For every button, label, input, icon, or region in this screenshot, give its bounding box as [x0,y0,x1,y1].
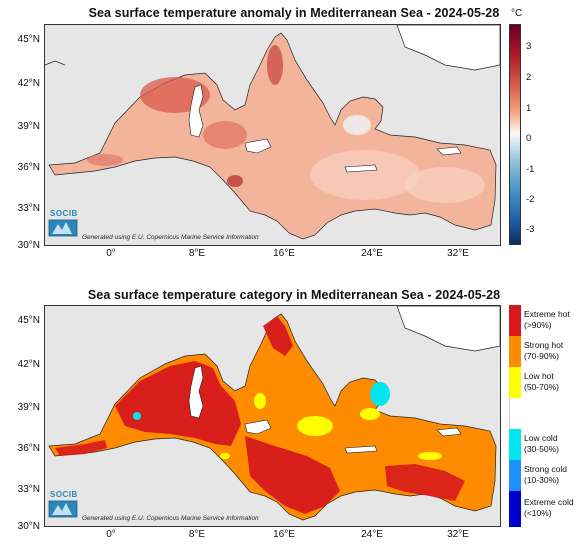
extreme-hot-region [115,361,241,446]
y-tick-label: 36°N [17,162,40,173]
y-tick-label: 39°N [17,121,40,132]
low-cold-patch [133,412,141,420]
x-tick-label: 8°E [188,529,206,540]
legend-label: Low cold (30-50%) [524,433,559,454]
north-land [396,306,500,352]
sicily-island [244,138,272,154]
category-map [44,305,501,527]
anomaly-panel: Sea surface temperature anomaly in Medit… [0,0,588,262]
x-tick-label: 24°E [361,529,383,540]
legend-swatch [509,336,521,367]
y-tick-label: 42°N [17,359,40,370]
hot-anomaly-patch [267,45,283,85]
neutral-anomaly-patch [343,115,371,135]
y-tick-label: 36°N [17,443,40,454]
socib-logo-icon [48,500,78,518]
legend-item-extreme-hot: Extreme hot (>90%) [509,305,588,336]
colorbar-tick: 3 [526,41,532,52]
colorbar-tick: 0 [526,133,532,144]
colorbar-tick: 1 [526,103,532,114]
x-tick-label: 16°E [273,529,295,540]
colorbar-tick: -1 [526,164,535,175]
crete-island [344,445,378,454]
y-tick-label: 45°N [17,34,40,45]
crete-island [344,164,378,173]
legend-item-low-hot: Low hot (50-70%) [509,367,588,398]
category-legend: Extreme hot (>90%) Strong hot (70-90%) Low… [509,305,587,527]
legend-swatch [509,429,521,460]
north-land [396,25,500,71]
legend-label: Strong cold (10-30%) [524,464,567,485]
legend-item-low-cold: Low cold (30-50%) [509,429,588,460]
socib-logo-icon [48,219,78,237]
black-sea-coast [45,60,66,66]
x-tick-label: 16°E [273,248,295,259]
legend-label: Low hot (50-70%) [524,371,559,392]
legend-swatch [509,305,521,336]
colorbar-tick: 2 [526,72,532,83]
y-tick-label: 33°N [17,203,40,214]
x-tick-label: 0° [106,248,116,259]
y-tick-label: 30°N [17,521,40,532]
legend-item-extreme-cold: Extreme cold (<10%) [509,491,588,527]
category-panel: Sea surface temperature category in Medi… [0,272,588,545]
legend-item-neutral [509,398,588,429]
y-tick-label: 42°N [17,78,40,89]
legend-label: Extreme cold (<10%) [524,497,574,518]
mediterranean-sea [48,313,497,521]
y-tick-label: 33°N [17,484,40,495]
anomaly-map-title: Sea surface temperature anomaly in Medit… [88,6,500,20]
low-hot-patch [297,416,333,436]
x-tick-label: 8°E [188,248,206,259]
legend-item-strong-cold: Strong cold (10-30%) [509,460,588,491]
legend-label: Strong hot (70-90%) [524,340,564,361]
y-tick-label: 45°N [17,315,40,326]
colorbar-unit: °C [511,8,523,19]
category-map-title: Sea surface temperature category in Medi… [87,288,501,302]
extreme-hot-region [245,436,340,514]
extreme-hot-region [55,440,107,456]
legend-label: Extreme hot (>90%) [524,309,570,330]
low-hot-patch [220,453,230,459]
low-hot-patch [254,393,266,409]
category-map-canvas [45,306,500,526]
socib-logo-text: SOCIB [50,209,78,218]
hot-anomaly-patch [203,121,247,149]
colorbar-tick: -3 [526,224,535,235]
x-tick-label: 0° [106,529,116,540]
socib-logo: SOCIB [48,209,80,243]
anomaly-colorbar [509,24,521,245]
legend-swatch [509,491,521,527]
legend-swatch [509,460,521,491]
low-hot-patch [360,408,380,420]
warm-anomaly-patch [405,167,485,203]
hot-anomaly-patch [87,154,123,166]
copernicus-credit: Generated using E.U. Copernicus Marine S… [82,515,259,522]
low-cold-patch [370,382,390,406]
extreme-hot-region [263,316,293,356]
warm-anomaly-patch [310,150,420,200]
x-tick-label: 32°E [447,248,469,259]
extreme-hot-region [385,464,465,501]
corsica-sardinia-island [188,84,204,138]
x-tick-label: 32°E [447,529,469,540]
socib-logo: SOCIB [48,490,80,524]
low-hot-patch [418,452,442,460]
anomaly-map [44,24,501,246]
colorbar-tick: -2 [526,194,535,205]
legend-swatch [509,398,521,429]
cyprus-island [436,427,462,437]
x-tick-label: 24°E [361,248,383,259]
y-tick-label: 30°N [17,240,40,251]
legend-item-strong-hot: Strong hot (70-90%) [509,336,588,367]
anomaly-map-canvas [45,25,500,245]
legend-swatch [509,367,521,398]
copernicus-credit: Generated using E.U. Copernicus Marine S… [82,234,259,241]
socib-logo-text: SOCIB [50,490,78,499]
corsica-sardinia-island [188,365,204,419]
cyprus-island [436,146,462,156]
y-tick-label: 39°N [17,402,40,413]
hot-anomaly-patch [227,175,243,187]
sicily-island [244,419,272,435]
